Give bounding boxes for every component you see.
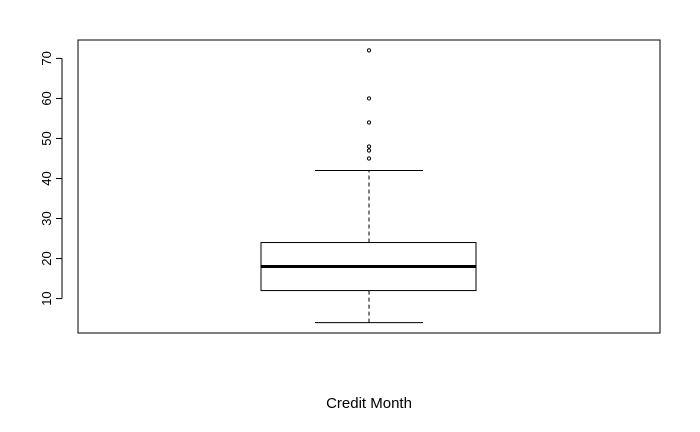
- outlier-point: [366, 120, 372, 125]
- y-tick-label: 30: [39, 211, 54, 225]
- y-tick-label: 40: [39, 171, 54, 185]
- y-tick-label: 70: [39, 51, 54, 65]
- y-tick-label: 50: [39, 131, 54, 145]
- outlier-point: [366, 148, 372, 153]
- outlier-point: [366, 96, 372, 101]
- y-tick-label: 60: [39, 91, 54, 105]
- x-axis-label: Credit Month: [326, 395, 412, 412]
- outlier-point: [366, 48, 372, 53]
- outlier-point: [366, 144, 372, 149]
- plot-frame: [77, 39, 661, 334]
- y-tick-label: 10: [39, 291, 54, 305]
- y-tick-label: 20: [39, 251, 54, 265]
- y-axis: 10 20 30 40 50 60 70: [39, 51, 63, 306]
- outlier-point: [366, 156, 372, 161]
- box-group: [260, 48, 477, 324]
